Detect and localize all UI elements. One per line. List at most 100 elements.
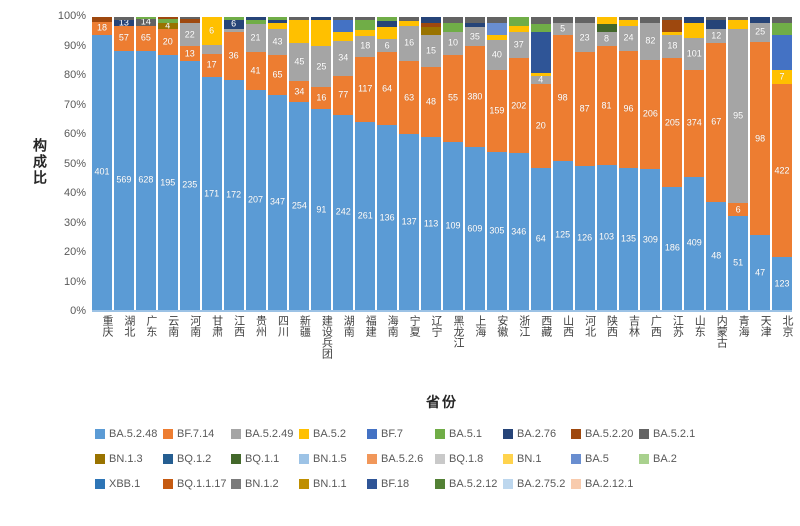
bar-segment-BA.2.76: 6 [223,18,244,29]
bar-segment-BA.5.2.49: 21 [245,24,266,53]
bar-segment-BF.7.14: 20 [530,84,551,168]
segment-value-label: 47 [755,267,766,278]
legend-item-BN.1: BN.1 [503,452,570,465]
x-tick-label-山西: 山西 [561,315,574,337]
y-tick-label: 40% [63,187,86,199]
bar-segment-BF.7.14: 98 [552,34,573,161]
bar-segment-BA.5.2 [662,31,683,35]
legend-item-BQ.1.8: BQ.1.8 [435,452,502,465]
x-tick-label-上海: 上海 [473,315,486,337]
bar-segment-BF.7.14: 63 [399,60,420,135]
x-tick-label-重庆: 重庆 [100,315,113,337]
segment-value-label: 64 [382,83,393,94]
bar-segment-BA.5.2.49: 24 [618,25,639,51]
legend-label: BQ.1.1.17 [177,477,227,490]
legend-label: BA.5.2.20 [585,427,634,440]
bar-segment-BA.5.2 [267,22,288,29]
bar-贵州: 207 41 21 [245,17,266,310]
bar-segment-BA.5.2.1 [333,17,354,20]
legend-swatch [231,478,241,489]
legend-item-BA.5.2.20: BA.5.2.20 [571,427,638,440]
bar-segment-BA.5.2.20 [179,19,200,23]
segment-value-label: 101 [686,48,702,59]
segment-value-label: 25 [755,26,766,37]
bar-segment-BA.5.2.48: 261 [355,121,376,310]
legend-swatch [231,453,241,464]
legend-swatch [163,478,173,489]
x-tick-label-宁夏: 宁夏 [408,315,421,337]
bar-segment-BA.5.1 [135,17,156,19]
segment-value-label: 205 [664,117,680,127]
segment-value-label: 5 [560,23,566,34]
bar-segment-BA.5.2.48: 401 [92,34,112,310]
x-tick-label-新疆: 新疆 [298,315,311,337]
bar-福建: 261 117 18 [355,17,376,310]
segment-value-label: 6 [231,18,237,29]
segment-value-label: 346 [511,226,527,237]
bar-segment-BA.5.2.1 [464,17,485,23]
bar-重庆: 401 18 [92,17,112,310]
segment-value-label: 34 [338,52,349,63]
segment-value-label: 95 [733,110,744,121]
segment-value-label: 202 [511,100,527,111]
segment-value-label: 569 [116,174,132,185]
y-tick-label: 50% [63,157,86,170]
y-tick-label: 70% [63,98,86,111]
bar-segment-BA.5.2: 6 [201,17,222,45]
legend-swatch [571,453,581,464]
x-tick-label-海南: 海南 [386,315,399,337]
x-axis: 重庆 湖北 广东 云南 河南 甘肃 江西 贵州 四川 新疆 建设兵团 湖南 福建 海南 宁夏 辽宁 黑龙江 上海安… [92,315,793,393]
bar-segment-BA.5.1 [267,17,288,20]
bar-segment-BA.5.2.1 [399,17,420,22]
bar-segment-BA.5.2.49: 22 [179,22,200,47]
bar-segment-BA.5.2 [618,19,639,26]
y-tick-label: 20% [63,246,86,258]
legend-swatch [299,453,309,464]
legend-item-BA.5: BA.5 [571,452,638,465]
segment-value-label: 37 [513,39,524,50]
segment-value-label: 34 [294,86,305,97]
bar-四川: 347 65 43 [267,17,288,310]
segment-value-label: 35 [469,31,480,42]
bar-segment-BA.5.1 [443,22,463,32]
bar-浙江: 346 202 37 [508,17,529,310]
segment-value-label: 6 [735,204,741,215]
x-tick-label-吉林: 吉林 [627,315,640,337]
bar-segment-BA.5.2.49: 40 [486,40,507,70]
legend-swatch [367,428,377,439]
bar-segment-BA.5.2.1 [618,17,639,20]
bar-segment-BA.5.2.49 [201,44,222,54]
bar-安徽: 305 159 40 [486,17,507,310]
bar-segment-BA.5.2.48: 305 [486,151,507,310]
x-tick-label-北京: 北京 [781,315,793,337]
bar-segment-BA.5.2.1 [662,17,683,20]
bar-segment-BA.5.2.49: 25 [750,22,771,42]
segment-value-label: 48 [711,250,722,261]
legend-label: BF.7.14 [177,427,215,440]
bar-segment-BA.5.2 [289,19,310,44]
segment-value-label: 305 [489,225,505,236]
legend-label: BQ.1.1 [245,452,280,465]
bar-segment-BF.18 [530,31,551,73]
bar-segment-BF.7.14: 55 [443,55,463,142]
legend-item-BQ.1.2: BQ.1.2 [163,452,230,465]
segment-value-label: 103 [599,231,615,242]
legend-item-BA.2.76: BA.2.76 [503,427,570,440]
y-tick-label: 30% [63,216,86,229]
segment-value-label: 48 [426,96,437,107]
bar-segment-BA.2.76 [684,17,705,23]
bar-北京: 123 422 7 [772,17,792,310]
bar-segment-BA.5.2.1 [728,17,749,20]
legend-item-BA.5.2: BA.5.2 [299,427,366,440]
segment-value-label: 17 [206,59,217,70]
bar-segment-BA.5.2.48: 126 [574,166,595,310]
bar-segment-BA.5.2.49: 45 [289,43,310,82]
x-tick-label-内蒙古: 内蒙古 [715,315,728,348]
segment-value-label: 81 [601,100,612,111]
bar-segment-BA.5.2.1 [574,17,595,23]
x-tick-label-湖北: 湖北 [122,315,135,337]
bar-segment-BA.2.76: 13 [113,18,134,27]
bar-segment-BA.5.2.20 [421,22,441,28]
bar-segment-BF.7 [772,34,792,70]
bar-segment-BA.5.2 [377,27,398,39]
